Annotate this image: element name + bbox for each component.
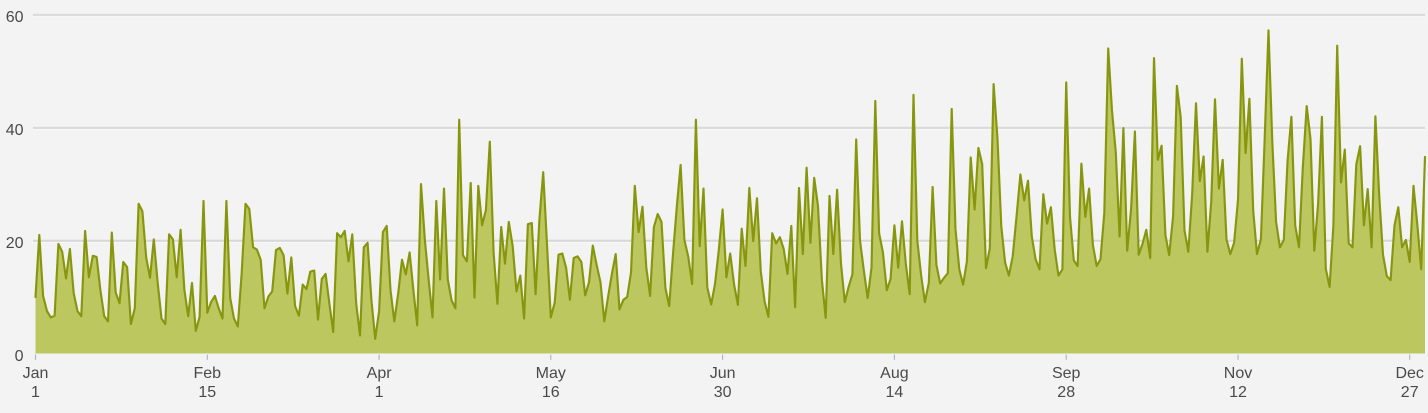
svg-text:30: 30 [714,384,732,401]
svg-text:May: May [536,365,566,382]
svg-text:Dec: Dec [1395,365,1423,382]
svg-text:12: 12 [1229,384,1247,401]
svg-text:1: 1 [375,384,384,401]
svg-text:1: 1 [31,384,40,401]
svg-text:Apr: Apr [367,365,393,382]
svg-text:Nov: Nov [1224,365,1252,382]
svg-text:16: 16 [542,384,560,401]
svg-text:Jun: Jun [710,365,736,382]
svg-text:Jan: Jan [23,365,49,382]
svg-text:20: 20 [6,235,24,252]
svg-text:15: 15 [198,384,216,401]
svg-text:27: 27 [1401,384,1419,401]
svg-text:Feb: Feb [194,365,222,382]
svg-text:14: 14 [886,384,904,401]
svg-text:40: 40 [6,122,24,139]
svg-text:0: 0 [15,348,24,365]
svg-text:Sep: Sep [1052,365,1081,382]
svg-text:28: 28 [1057,384,1075,401]
svg-text:Aug: Aug [880,365,908,382]
svg-text:60: 60 [6,9,24,26]
